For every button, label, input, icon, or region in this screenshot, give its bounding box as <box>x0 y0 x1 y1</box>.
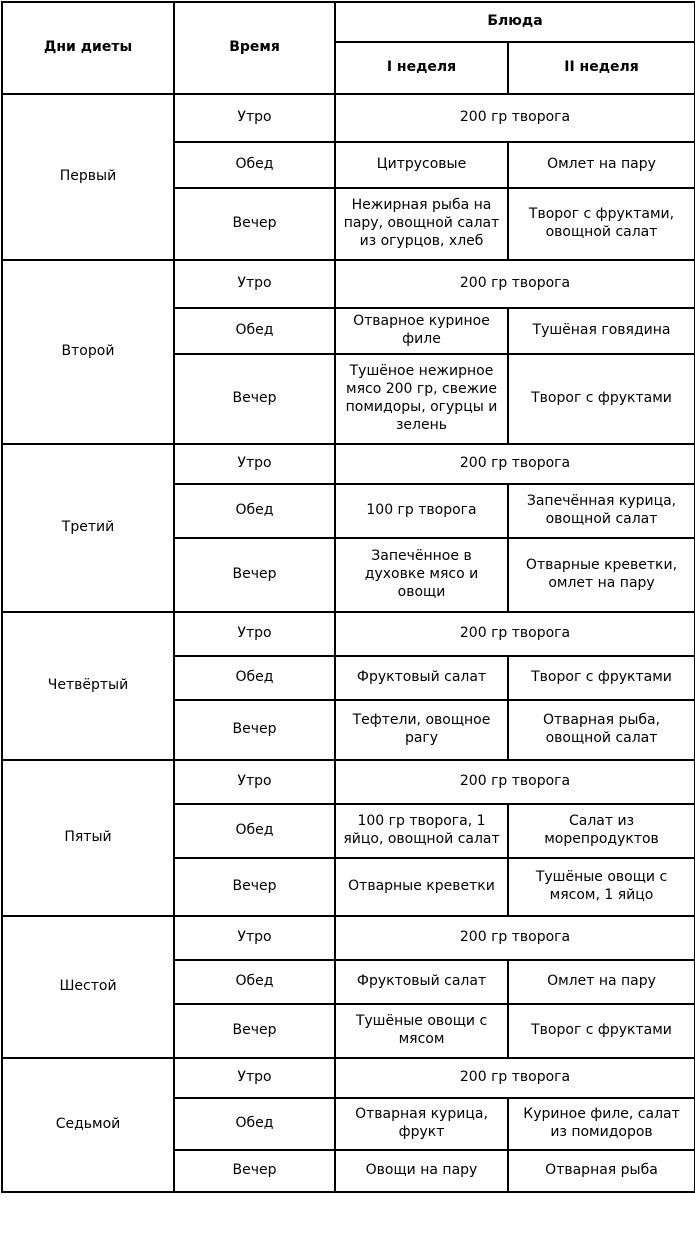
time-label-morning: Утро <box>173 759 336 805</box>
time-label-evening: Вечер <box>173 1149 336 1193</box>
day-name: Шестой <box>1 915 175 1059</box>
time-label-evening: Вечер <box>173 537 336 613</box>
meal-lunch-week2: Куриное филе, салат из помидоров <box>506 1097 695 1151</box>
meal-morning: 200 гр творога <box>333 759 695 805</box>
diet-table-container: Дни диеты Время Блюда I неделя II неделя… <box>1 1 695 1193</box>
meal-evening-week1: Отварные креветки <box>334 857 509 917</box>
day-name: Пятый <box>1 759 175 917</box>
meal-morning: 200 гр творога <box>333 1057 695 1099</box>
time-label-evening: Вечер <box>173 1003 336 1059</box>
time-label-morning: Утро <box>173 915 336 961</box>
meal-evening-week1: Тушёные овощи с мясом <box>334 1003 509 1059</box>
meal-lunch-week1: 100 гр творога <box>334 483 509 539</box>
time-label-morning: Утро <box>173 259 336 309</box>
day-name: Четвёртый <box>1 611 175 761</box>
meal-lunch-week2: Творог с фруктами <box>506 655 695 701</box>
meal-evening-week2: Отварные креветки, омлет на пару <box>506 537 695 613</box>
time-label-lunch: Обед <box>173 483 336 539</box>
meal-evening-week2: Тушёные овощи с мясом, 1 яйцо <box>506 857 695 917</box>
meal-lunch-week1: Отварная курица, фрукт <box>334 1097 509 1151</box>
meal-morning: 200 гр творога <box>333 443 695 485</box>
meal-lunch-week2: Запечённая курица, овощной салат <box>506 483 695 539</box>
meal-evening-week1: Тушёное нежирное мясо 200 гр, свежие пом… <box>334 353 509 445</box>
meal-lunch-week1: Фруктовый салат <box>334 959 509 1005</box>
time-label-lunch: Обед <box>173 803 336 859</box>
meal-lunch-week2: Салат из морепродуктов <box>506 803 695 859</box>
time-label-evening: Вечер <box>173 699 336 761</box>
time-label-evening: Вечер <box>173 857 336 917</box>
time-label-evening: Вечер <box>173 187 336 261</box>
meal-lunch-week1: Отварное куриное филе <box>334 307 509 355</box>
time-label-morning: Утро <box>173 1057 336 1099</box>
header-week2: II неделя <box>506 41 695 95</box>
time-label-morning: Утро <box>173 443 336 485</box>
meal-morning: 200 гр творога <box>333 915 695 961</box>
meal-evening-week1: Нежирная рыба на пару, овощной салат из … <box>334 187 509 261</box>
meal-morning: 200 гр творога <box>333 259 695 309</box>
time-label-lunch: Обед <box>173 1097 336 1151</box>
time-label-evening: Вечер <box>173 353 336 445</box>
meal-lunch-week1: Фруктовый салат <box>334 655 509 701</box>
diet-table: Дни диеты Время Блюда I неделя II неделя… <box>1 1 695 1193</box>
meal-evening-week2: Творог с фруктами <box>506 353 695 445</box>
time-label-lunch: Обед <box>173 959 336 1005</box>
meal-evening-week1: Тефтели, овощное рагу <box>334 699 509 761</box>
meal-evening-week1: Запечённое в духовке мясо и овощи <box>334 537 509 613</box>
meal-lunch-week2: Омлет на пару <box>506 141 695 189</box>
header-week1: I неделя <box>334 41 509 95</box>
meal-lunch-week2: Тушёная говядина <box>506 307 695 355</box>
meal-evening-week1: Овощи на пару <box>334 1149 509 1193</box>
time-label-morning: Утро <box>173 93 336 143</box>
meal-evening-week2: Отварная рыба, овощной салат <box>506 699 695 761</box>
day-name: Первый <box>1 93 175 261</box>
day-name: Второй <box>1 259 175 445</box>
meal-morning: 200 гр творога <box>333 611 695 657</box>
meal-evening-week2: Творог с фруктами <box>506 1003 695 1059</box>
header-time: Время <box>173 1 336 95</box>
meal-morning: 200 гр творога <box>333 93 695 143</box>
header-dishes: Блюда <box>333 1 695 43</box>
day-name: Третий <box>1 443 175 613</box>
time-label-lunch: Обед <box>173 141 336 189</box>
time-label-lunch: Обед <box>173 655 336 701</box>
meal-evening-week2: Творог с фруктами, овощной салат <box>506 187 695 261</box>
time-label-morning: Утро <box>173 611 336 657</box>
day-name: Седьмой <box>1 1057 175 1193</box>
meal-lunch-week2: Омлет на пару <box>506 959 695 1005</box>
header-diet-days: Дни диеты <box>1 1 175 95</box>
meal-lunch-week1: 100 гр творога, 1 яйцо, овощной салат <box>334 803 509 859</box>
time-label-lunch: Обед <box>173 307 336 355</box>
meal-lunch-week1: Цитрусовые <box>334 141 509 189</box>
meal-evening-week2: Отварная рыба <box>506 1149 695 1193</box>
